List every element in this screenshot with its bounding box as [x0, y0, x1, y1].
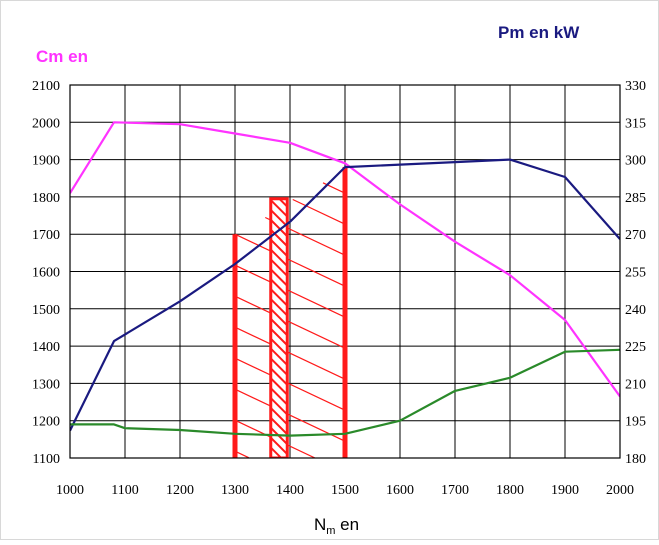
x-tick-label: 1000: [56, 483, 84, 498]
band-hatch-line: [234, 357, 346, 411]
x-tick-label: 1500: [331, 483, 359, 498]
y-right-tick-label: 180: [625, 452, 646, 467]
x-tick-label: 1700: [441, 483, 469, 498]
y-right-tick-label: 210: [625, 377, 646, 392]
x-axis-title-sub: m: [326, 525, 335, 537]
tick-labels: 1000 1100 1200 1300 1400 1500 1600 1700 1800 1900…: [32, 79, 646, 498]
x-tick-label: 1400: [276, 483, 304, 498]
x-tick-label: 1800: [496, 483, 524, 498]
y-left-tick-label: 1900: [32, 154, 60, 169]
series-line-green: [70, 348, 620, 437]
band-inner-hatched-bar: [269, 197, 289, 458]
y-left-tick-label: 1100: [33, 452, 60, 467]
y-left-tick-label: 2000: [32, 116, 60, 131]
band-hatch-line: [234, 264, 346, 318]
x-tick-label: 1300: [221, 483, 249, 498]
y-right-tick-label: 315: [625, 116, 646, 131]
y-left-tick-label: 1600: [32, 266, 60, 281]
x-axis-title: Nm en: [314, 515, 359, 537]
y-right-tick-label: 330: [625, 79, 646, 94]
y-right-tick-label: 270: [625, 228, 646, 243]
band-hatch-line: [234, 295, 346, 349]
left-axis-title: Cm en: [36, 47, 88, 66]
band-hatch-line: [292, 198, 346, 225]
y-right-tick-label: 225: [625, 340, 646, 355]
y-left-tick-label: 1300: [32, 377, 60, 392]
y-left-tick-label: 1500: [32, 303, 60, 318]
series-lines: [70, 121, 620, 437]
x-tick-label: 1200: [166, 483, 194, 498]
x-axis-title-suffix: en: [335, 515, 359, 534]
x-tick-label: 1100: [111, 483, 138, 498]
plot-area-border: [69, 84, 621, 459]
y-right-tick-label: 195: [625, 415, 646, 430]
y-right-tick-label: 285: [625, 191, 646, 206]
y-left-tick-label: 1800: [32, 191, 60, 206]
series-line-torque: [70, 121, 620, 398]
y-left-tick-label: 1400: [32, 340, 60, 355]
y-left-tick-label: 1200: [32, 415, 60, 430]
x-tick-label: 2000: [606, 483, 634, 498]
y-left-tick-label: 2100: [32, 79, 60, 94]
right-axis-title: Pm en kW: [498, 23, 580, 42]
y-right-tick-label: 255: [625, 266, 646, 281]
x-tick-label: 1600: [386, 483, 414, 498]
series-line-power: [70, 158, 620, 432]
y-left-tick-label: 1700: [32, 228, 60, 243]
x-axis-title-main: N: [314, 515, 326, 534]
y-right-tick-label: 240: [625, 303, 646, 318]
band-hatch-line: [234, 326, 346, 380]
band-hatch-line: [234, 388, 346, 442]
y-right-tick-label: 300: [625, 154, 646, 169]
x-tick-label: 1900: [551, 483, 579, 498]
band-hatch-line: [234, 233, 346, 287]
